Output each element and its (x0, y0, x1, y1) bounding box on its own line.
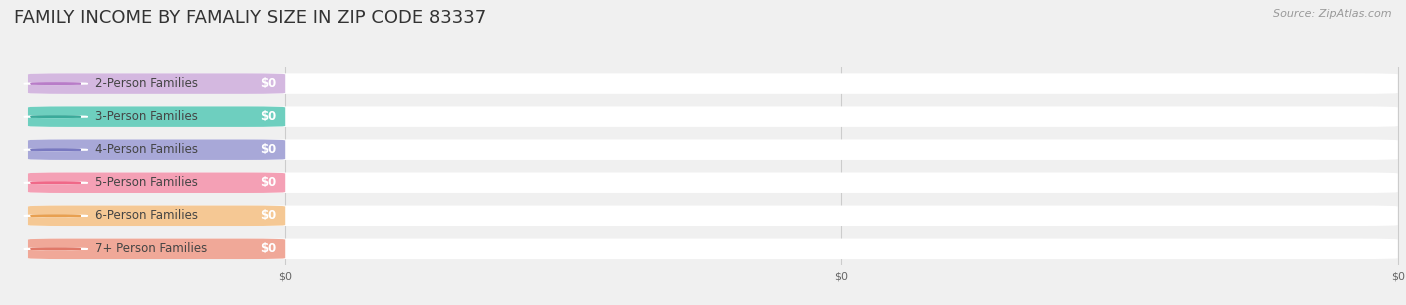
FancyBboxPatch shape (28, 74, 285, 94)
Text: 3-Person Families: 3-Person Families (94, 110, 198, 123)
Circle shape (31, 83, 80, 84)
FancyBboxPatch shape (28, 139, 1398, 160)
FancyBboxPatch shape (28, 206, 285, 226)
Text: $0: $0 (834, 271, 848, 281)
Circle shape (31, 182, 80, 183)
Circle shape (31, 182, 80, 183)
Circle shape (31, 248, 80, 249)
Circle shape (31, 83, 80, 84)
Text: 4-Person Families: 4-Person Families (94, 143, 198, 156)
FancyBboxPatch shape (28, 106, 1398, 127)
Circle shape (31, 116, 80, 117)
Circle shape (24, 248, 87, 249)
Circle shape (24, 182, 87, 184)
Text: $0: $0 (260, 77, 277, 90)
FancyBboxPatch shape (28, 239, 285, 259)
Circle shape (24, 116, 87, 117)
Text: 7+ Person Families: 7+ Person Families (94, 242, 207, 255)
Text: $0: $0 (260, 209, 277, 222)
Text: 6-Person Families: 6-Person Families (94, 209, 198, 222)
FancyBboxPatch shape (28, 139, 285, 160)
Text: $0: $0 (278, 271, 292, 281)
FancyBboxPatch shape (28, 206, 1398, 226)
Circle shape (31, 215, 80, 216)
Text: $0: $0 (1391, 271, 1405, 281)
Circle shape (24, 83, 87, 84)
Text: Source: ZipAtlas.com: Source: ZipAtlas.com (1274, 9, 1392, 19)
FancyBboxPatch shape (28, 74, 1398, 94)
Text: FAMILY INCOME BY FAMALIY SIZE IN ZIP CODE 83337: FAMILY INCOME BY FAMALIY SIZE IN ZIP COD… (14, 9, 486, 27)
Text: $0: $0 (260, 176, 277, 189)
Text: $0: $0 (260, 110, 277, 123)
Circle shape (31, 248, 80, 249)
Circle shape (24, 149, 87, 150)
Text: 2-Person Families: 2-Person Families (94, 77, 198, 90)
FancyBboxPatch shape (28, 239, 1398, 259)
Text: $0: $0 (260, 242, 277, 255)
Circle shape (31, 116, 80, 117)
Circle shape (24, 215, 87, 217)
FancyBboxPatch shape (28, 173, 1398, 193)
Text: 5-Person Families: 5-Person Families (94, 176, 198, 189)
Circle shape (31, 149, 80, 150)
Circle shape (31, 215, 80, 216)
Text: $0: $0 (260, 143, 277, 156)
FancyBboxPatch shape (28, 173, 285, 193)
Circle shape (31, 149, 80, 150)
FancyBboxPatch shape (28, 106, 285, 127)
